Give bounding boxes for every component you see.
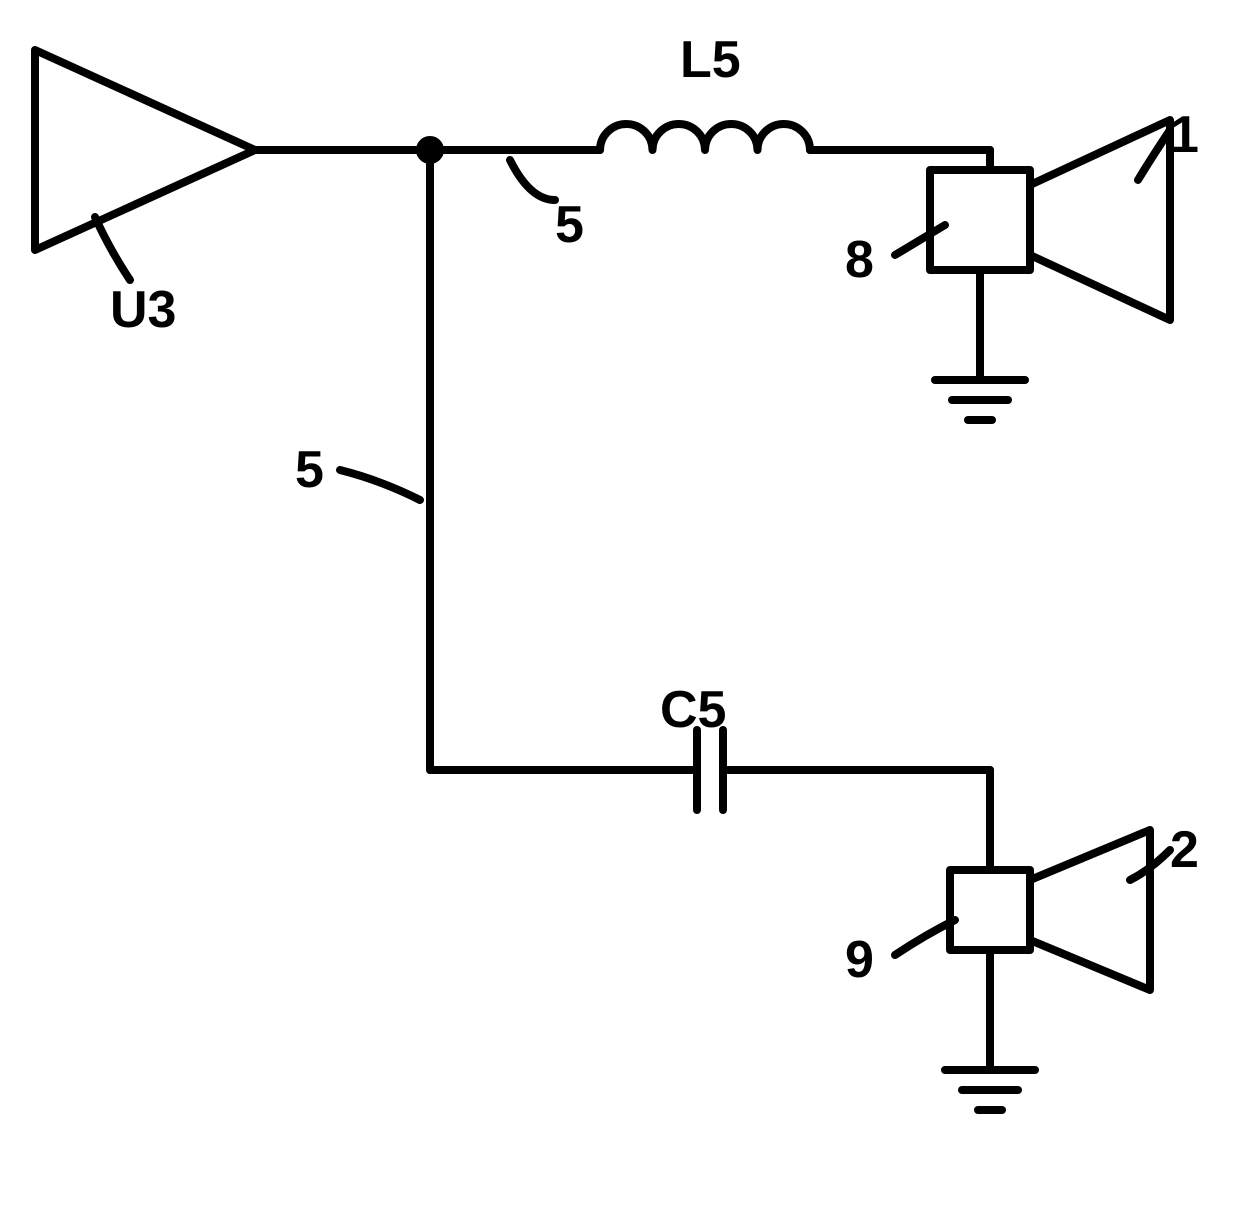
label-C5: C5 [660,680,726,740]
label-2: 2 [1170,820,1199,880]
circuit-diagram [0,0,1240,1210]
label-U3: U3 [110,280,176,340]
label-9: 9 [845,930,874,990]
label-5b: 5 [295,440,324,500]
label-5a: 5 [555,195,584,255]
label-1: 1 [1170,105,1199,165]
label-L5: L5 [680,30,741,90]
label-8: 8 [845,230,874,290]
